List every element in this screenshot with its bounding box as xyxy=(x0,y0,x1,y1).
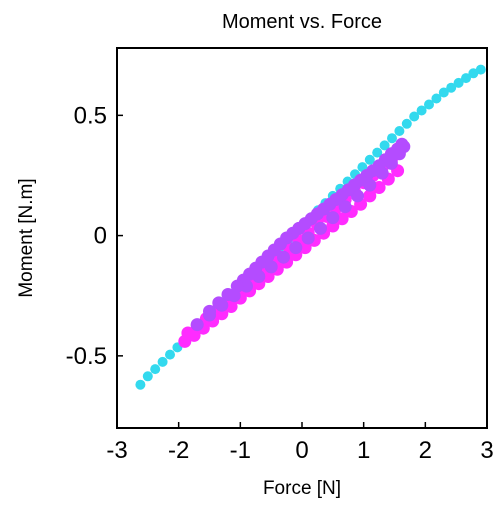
data-point xyxy=(409,111,420,122)
data-point xyxy=(424,99,434,110)
data-point xyxy=(165,349,175,360)
data-point xyxy=(468,68,479,79)
chart-title: Moment vs. Force xyxy=(222,11,382,33)
data-point xyxy=(416,105,427,116)
data-point xyxy=(135,379,146,390)
y-tick-label: 0.5 xyxy=(74,102,107,129)
data-point xyxy=(142,371,153,382)
data-point xyxy=(212,296,226,310)
data-point xyxy=(372,147,383,158)
data-point xyxy=(438,87,449,98)
data-point xyxy=(157,356,168,367)
data-point xyxy=(461,73,471,84)
data-point xyxy=(230,279,244,293)
data-point xyxy=(190,318,204,332)
x-tick-label: -3 xyxy=(106,437,127,464)
data-point xyxy=(387,133,397,144)
data-point xyxy=(446,82,457,93)
data-point xyxy=(379,140,390,151)
data-point xyxy=(277,250,290,264)
series-3 xyxy=(190,137,411,332)
data-point xyxy=(394,126,405,136)
x-tick-label: 0 xyxy=(295,437,308,464)
data-point xyxy=(431,93,442,104)
y-tick-label: -0.5 xyxy=(66,343,107,370)
x-axis: -3 -2 -1 0 1 2 3 xyxy=(106,422,494,464)
data-point xyxy=(301,231,315,245)
data-point xyxy=(221,288,235,301)
data-point xyxy=(364,154,375,165)
data-point xyxy=(338,200,352,214)
data-point xyxy=(351,189,364,203)
data-point xyxy=(453,77,464,88)
data-point xyxy=(475,64,486,75)
data-point xyxy=(150,364,161,375)
x-axis-label: Force [N] xyxy=(263,478,341,499)
data-point xyxy=(289,241,303,255)
x-tick-label: -1 xyxy=(230,437,251,464)
data-point xyxy=(181,326,195,340)
data-point xyxy=(363,189,377,203)
x-tick-label: 1 xyxy=(357,437,370,464)
x-tick-label: -2 xyxy=(168,437,189,464)
data-point xyxy=(203,304,216,318)
data-point xyxy=(326,211,340,225)
x-tick-label: 2 xyxy=(419,437,432,464)
plot-area xyxy=(135,64,486,390)
y-tick-label: 0 xyxy=(94,223,107,250)
y-axis: -0.5 0 0.5 xyxy=(66,102,123,370)
x-tick-label: 3 xyxy=(480,437,493,464)
data-point xyxy=(401,118,412,129)
y-axis-label: Moment [N.m] xyxy=(16,178,37,297)
data-point xyxy=(314,221,327,235)
